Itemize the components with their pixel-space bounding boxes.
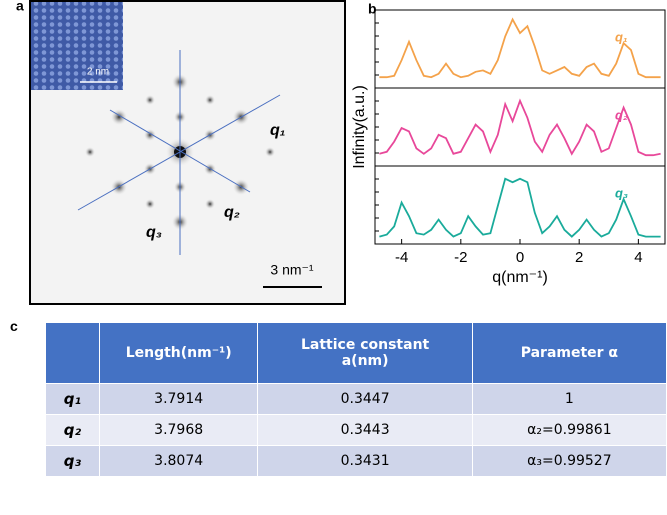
x-tick-label: 0 [516,249,524,266]
x-tick-label: -2 [454,249,467,266]
table-cell: 3.7914 [99,384,258,415]
x-tick-label: 2 [575,249,583,266]
row-label: q₂ [46,415,100,446]
panel-a: a 2 nm q₁ q₂ q₃ 3 nm⁻¹ [16,0,345,304]
table-cell: 0.3447 [258,384,472,415]
header-cell: Parameter α [472,323,666,384]
panel-label: a [16,0,24,14]
header-cell: Lattice constant a(nm) [258,323,472,384]
legend-label: q₁ [615,29,628,44]
table-cell: α₃=0.99527 [472,446,666,477]
inset-image [31,2,123,90]
scale-label: 3 nm⁻¹ [270,262,314,278]
table-cell: 0.3443 [258,415,472,446]
x-tick-label: 4 [634,249,642,266]
table-cell: 1 [472,384,666,415]
table-cell: α₂=0.99861 [472,415,666,446]
spot-label: q₃ [146,224,162,241]
spot-label: q₁ [270,122,285,139]
row-label: q₃ [46,446,100,477]
header-cell: Length(nm⁻¹) [99,323,258,384]
profile-line [379,19,660,77]
table-cell: 3.8074 [99,446,258,477]
page: a 2 nm q₁ q₂ q₃ 3 nm⁻¹ b q₁q₂q₃-4-2024q [0,0,667,515]
y-axis-label: Infinity(a.u.) [351,85,368,169]
spot-label: q₂ [224,204,240,221]
header-row: Length(nm⁻¹)Lattice constant a(nm)Parame… [46,323,667,384]
legend-label: q₃ [615,185,628,200]
x-tick-label: -4 [395,249,408,266]
table: Length(nm⁻¹)Lattice constant a(nm)Parame… [45,322,667,477]
row-label: q₁ [46,384,100,415]
inset-scale-label: 2 nm [87,67,109,78]
legend-label: q₂ [615,107,628,122]
header-corner [46,323,100,384]
table-cell: 3.7968 [99,415,258,446]
table-cell: 0.3431 [258,446,472,477]
x-axis-label: q(nm⁻¹) [492,269,548,286]
panel-label: c [10,318,18,334]
